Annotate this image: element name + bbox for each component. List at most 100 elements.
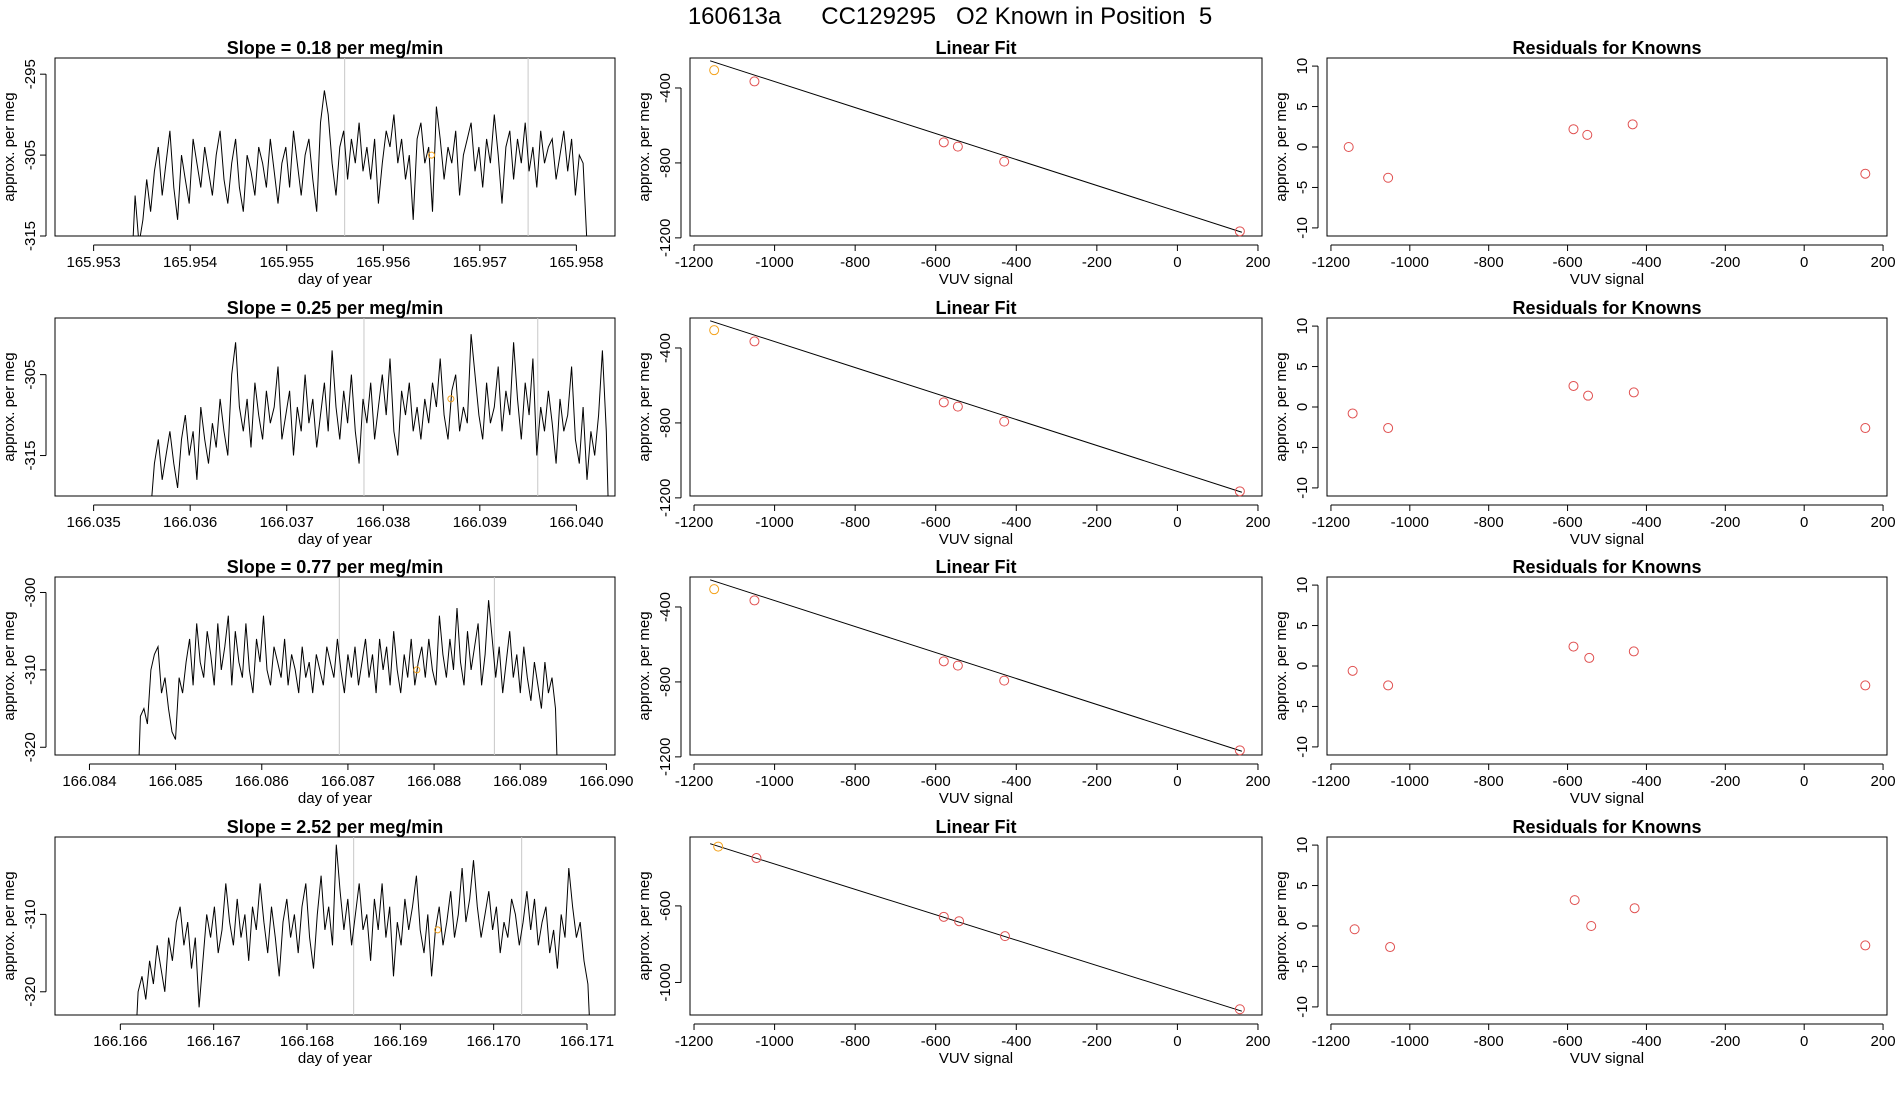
r2-residuals-point bbox=[1628, 387, 1639, 398]
r4-linear-fit-frame bbox=[689, 836, 1263, 1016]
r3-residuals-x-tick-label: 0 bbox=[1800, 773, 1808, 790]
r1-timeseries-y-axis-label: approx. per meg bbox=[1, 92, 18, 201]
r4-linear-fit-x-tick-label: -200 bbox=[1082, 1033, 1112, 1050]
r2-linear-fit-point-highlighted bbox=[709, 325, 720, 336]
r1-linear-fit-x-tick-label: -1000 bbox=[755, 254, 793, 271]
r3-linear-fit-point bbox=[938, 656, 949, 667]
r3-residuals-point bbox=[1584, 652, 1595, 663]
r3-residuals-y-tick-label: 5 bbox=[1294, 621, 1311, 629]
r4-residuals-x-tick-label: -400 bbox=[1631, 1033, 1661, 1050]
r4-linear-fit-point bbox=[954, 916, 965, 927]
r1-linear-fit-point bbox=[999, 156, 1010, 167]
r4-residuals-x-axis-label: VUV signal bbox=[1570, 1050, 1644, 1067]
r4-residuals-y-tick-label: -5 bbox=[1294, 960, 1311, 973]
r4-residuals-point bbox=[1349, 924, 1360, 935]
r1-timeseries-x-tick-label: 165.954 bbox=[163, 254, 217, 271]
r3-timeseries-title: Slope = 0.77 per meg/min bbox=[227, 557, 444, 577]
r4-linear-fit-point bbox=[751, 853, 762, 864]
r1-residuals-x-tick-label: -600 bbox=[1553, 254, 1583, 271]
r4-timeseries-y-tick-label: -310 bbox=[22, 899, 39, 929]
r2-timeseries-y-axis-label: approx. per meg bbox=[1, 352, 18, 461]
r4-residuals-x-tick-label: -1200 bbox=[1312, 1033, 1350, 1050]
r1-timeseries-y-tick-label: -305 bbox=[22, 140, 39, 170]
r4-residuals-frame bbox=[1326, 836, 1888, 1016]
r2-linear-fit-x-axis-label: VUV signal bbox=[939, 531, 1013, 548]
r3-residuals-x-tick-label: 200 bbox=[1871, 773, 1896, 790]
r3-linear-fit-point bbox=[999, 675, 1010, 686]
r4-residuals-y-axis-label: approx. per meg bbox=[1273, 871, 1290, 980]
r1-linear-fit-x-tick-label: -800 bbox=[840, 254, 870, 271]
r2-timeseries-signal-line bbox=[151, 334, 609, 496]
r2-residuals-y-tick-label: 10 bbox=[1294, 318, 1311, 335]
r3-timeseries-x-tick-label: 166.084 bbox=[62, 773, 116, 790]
r2-residuals-x-tick-label: 0 bbox=[1800, 514, 1808, 531]
r2-residuals-point bbox=[1383, 423, 1394, 434]
r1-timeseries-x-axis-label: day of year bbox=[298, 271, 372, 288]
r3-timeseries-y-tick-label: -320 bbox=[22, 732, 39, 762]
r1-linear-fit-point-highlighted bbox=[709, 65, 720, 76]
r1-residuals-point bbox=[1860, 168, 1871, 179]
r1-residuals-title: Residuals for Knowns bbox=[1512, 38, 1701, 58]
r3-timeseries-y-tick-label: -310 bbox=[22, 655, 39, 685]
r3-linear-fit-point-highlighted bbox=[709, 584, 720, 595]
r3-residuals-y-tick-label: 10 bbox=[1294, 577, 1311, 594]
r1-residuals-point bbox=[1627, 119, 1638, 130]
r1-linear-fit-x-tick-label: -400 bbox=[1001, 254, 1031, 271]
r3-timeseries-y-axis-label: approx. per meg bbox=[1, 611, 18, 720]
r3-timeseries-x-tick-label: 166.089 bbox=[493, 773, 547, 790]
r2-timeseries-x-tick-label: 166.037 bbox=[260, 514, 314, 531]
r3-residuals-x-tick-label: -400 bbox=[1631, 773, 1661, 790]
r3-linear-fit-x-tick-label: -400 bbox=[1001, 773, 1031, 790]
r2-residuals-y-tick-label: -5 bbox=[1294, 441, 1311, 454]
r2-linear-fit-point bbox=[749, 336, 760, 347]
r4-linear-fit-x-tick-label: -1000 bbox=[755, 1033, 793, 1050]
r3-timeseries-y-tick-label: -300 bbox=[22, 577, 39, 607]
r3-residuals-x-tick-label: -1200 bbox=[1312, 773, 1350, 790]
r1-timeseries-frame bbox=[54, 57, 616, 237]
r2-timeseries-y-tick-label: -305 bbox=[22, 360, 39, 390]
r4-timeseries-mean-marker bbox=[434, 926, 442, 934]
r2-residuals-y-tick-label: 0 bbox=[1294, 403, 1311, 411]
r1-residuals-y-tick-label: -5 bbox=[1294, 181, 1311, 194]
r3-residuals-x-tick-label: -1000 bbox=[1391, 773, 1429, 790]
r4-linear-fit-point bbox=[1000, 931, 1011, 942]
r1-residuals-point bbox=[1383, 172, 1394, 183]
r1-timeseries-x-tick-label: 165.953 bbox=[67, 254, 121, 271]
r3-timeseries-mean-marker bbox=[413, 666, 421, 674]
r2-timeseries-mean-marker bbox=[447, 395, 455, 403]
r2-residuals-point bbox=[1568, 380, 1579, 391]
r2-linear-fit-x-tick-label: -600 bbox=[921, 514, 951, 531]
r3-timeseries-x-axis-label: day of year bbox=[298, 790, 372, 807]
r2-residuals-y-tick-label: 5 bbox=[1294, 362, 1311, 370]
r2-timeseries-x-tick-label: 166.039 bbox=[453, 514, 507, 531]
r3-timeseries-x-tick-label: 166.086 bbox=[235, 773, 289, 790]
r3-linear-fit-y-axis-label: approx. per meg bbox=[636, 611, 653, 720]
r3-residuals-point bbox=[1383, 680, 1394, 691]
r4-residuals-point bbox=[1569, 895, 1580, 906]
r2-linear-fit-point bbox=[1234, 486, 1245, 497]
r3-linear-fit-point bbox=[952, 660, 963, 671]
page-title: 160613a CC129295 O2 Known in Position 5 bbox=[687, 3, 1213, 30]
r3-residuals-x-axis-label: VUV signal bbox=[1570, 790, 1644, 807]
r4-residuals-x-tick-label: -600 bbox=[1553, 1033, 1583, 1050]
r2-residuals-y-tick-label: -10 bbox=[1294, 477, 1311, 499]
r1-linear-fit-y-tick-label: -400 bbox=[657, 73, 674, 103]
r4-residuals-x-tick-label: -1000 bbox=[1391, 1033, 1429, 1050]
r1-residuals-point bbox=[1582, 129, 1593, 140]
r3-residuals-point bbox=[1628, 646, 1639, 657]
r3-residuals-point bbox=[1347, 665, 1358, 676]
r3-residuals-point bbox=[1860, 680, 1871, 691]
r2-residuals-x-tick-label: 200 bbox=[1871, 514, 1896, 531]
r1-linear-fit-y-tick-label: -800 bbox=[657, 148, 674, 178]
r1-linear-fit-x-tick-label: -1200 bbox=[675, 254, 713, 271]
r1-timeseries-x-tick-label: 165.958 bbox=[549, 254, 603, 271]
r1-linear-fit-title: Linear Fit bbox=[935, 38, 1016, 58]
r3-timeseries-signal-line bbox=[138, 600, 558, 755]
r2-residuals-x-tick-label: -600 bbox=[1553, 514, 1583, 531]
r1-residuals-y-tick-label: 5 bbox=[1294, 102, 1311, 110]
r1-timeseries-mean-marker bbox=[428, 151, 436, 159]
r4-timeseries-signal-line bbox=[136, 844, 590, 1015]
r4-linear-fit-title: Linear Fit bbox=[935, 817, 1016, 837]
r2-timeseries-x-tick-label: 166.035 bbox=[67, 514, 121, 531]
